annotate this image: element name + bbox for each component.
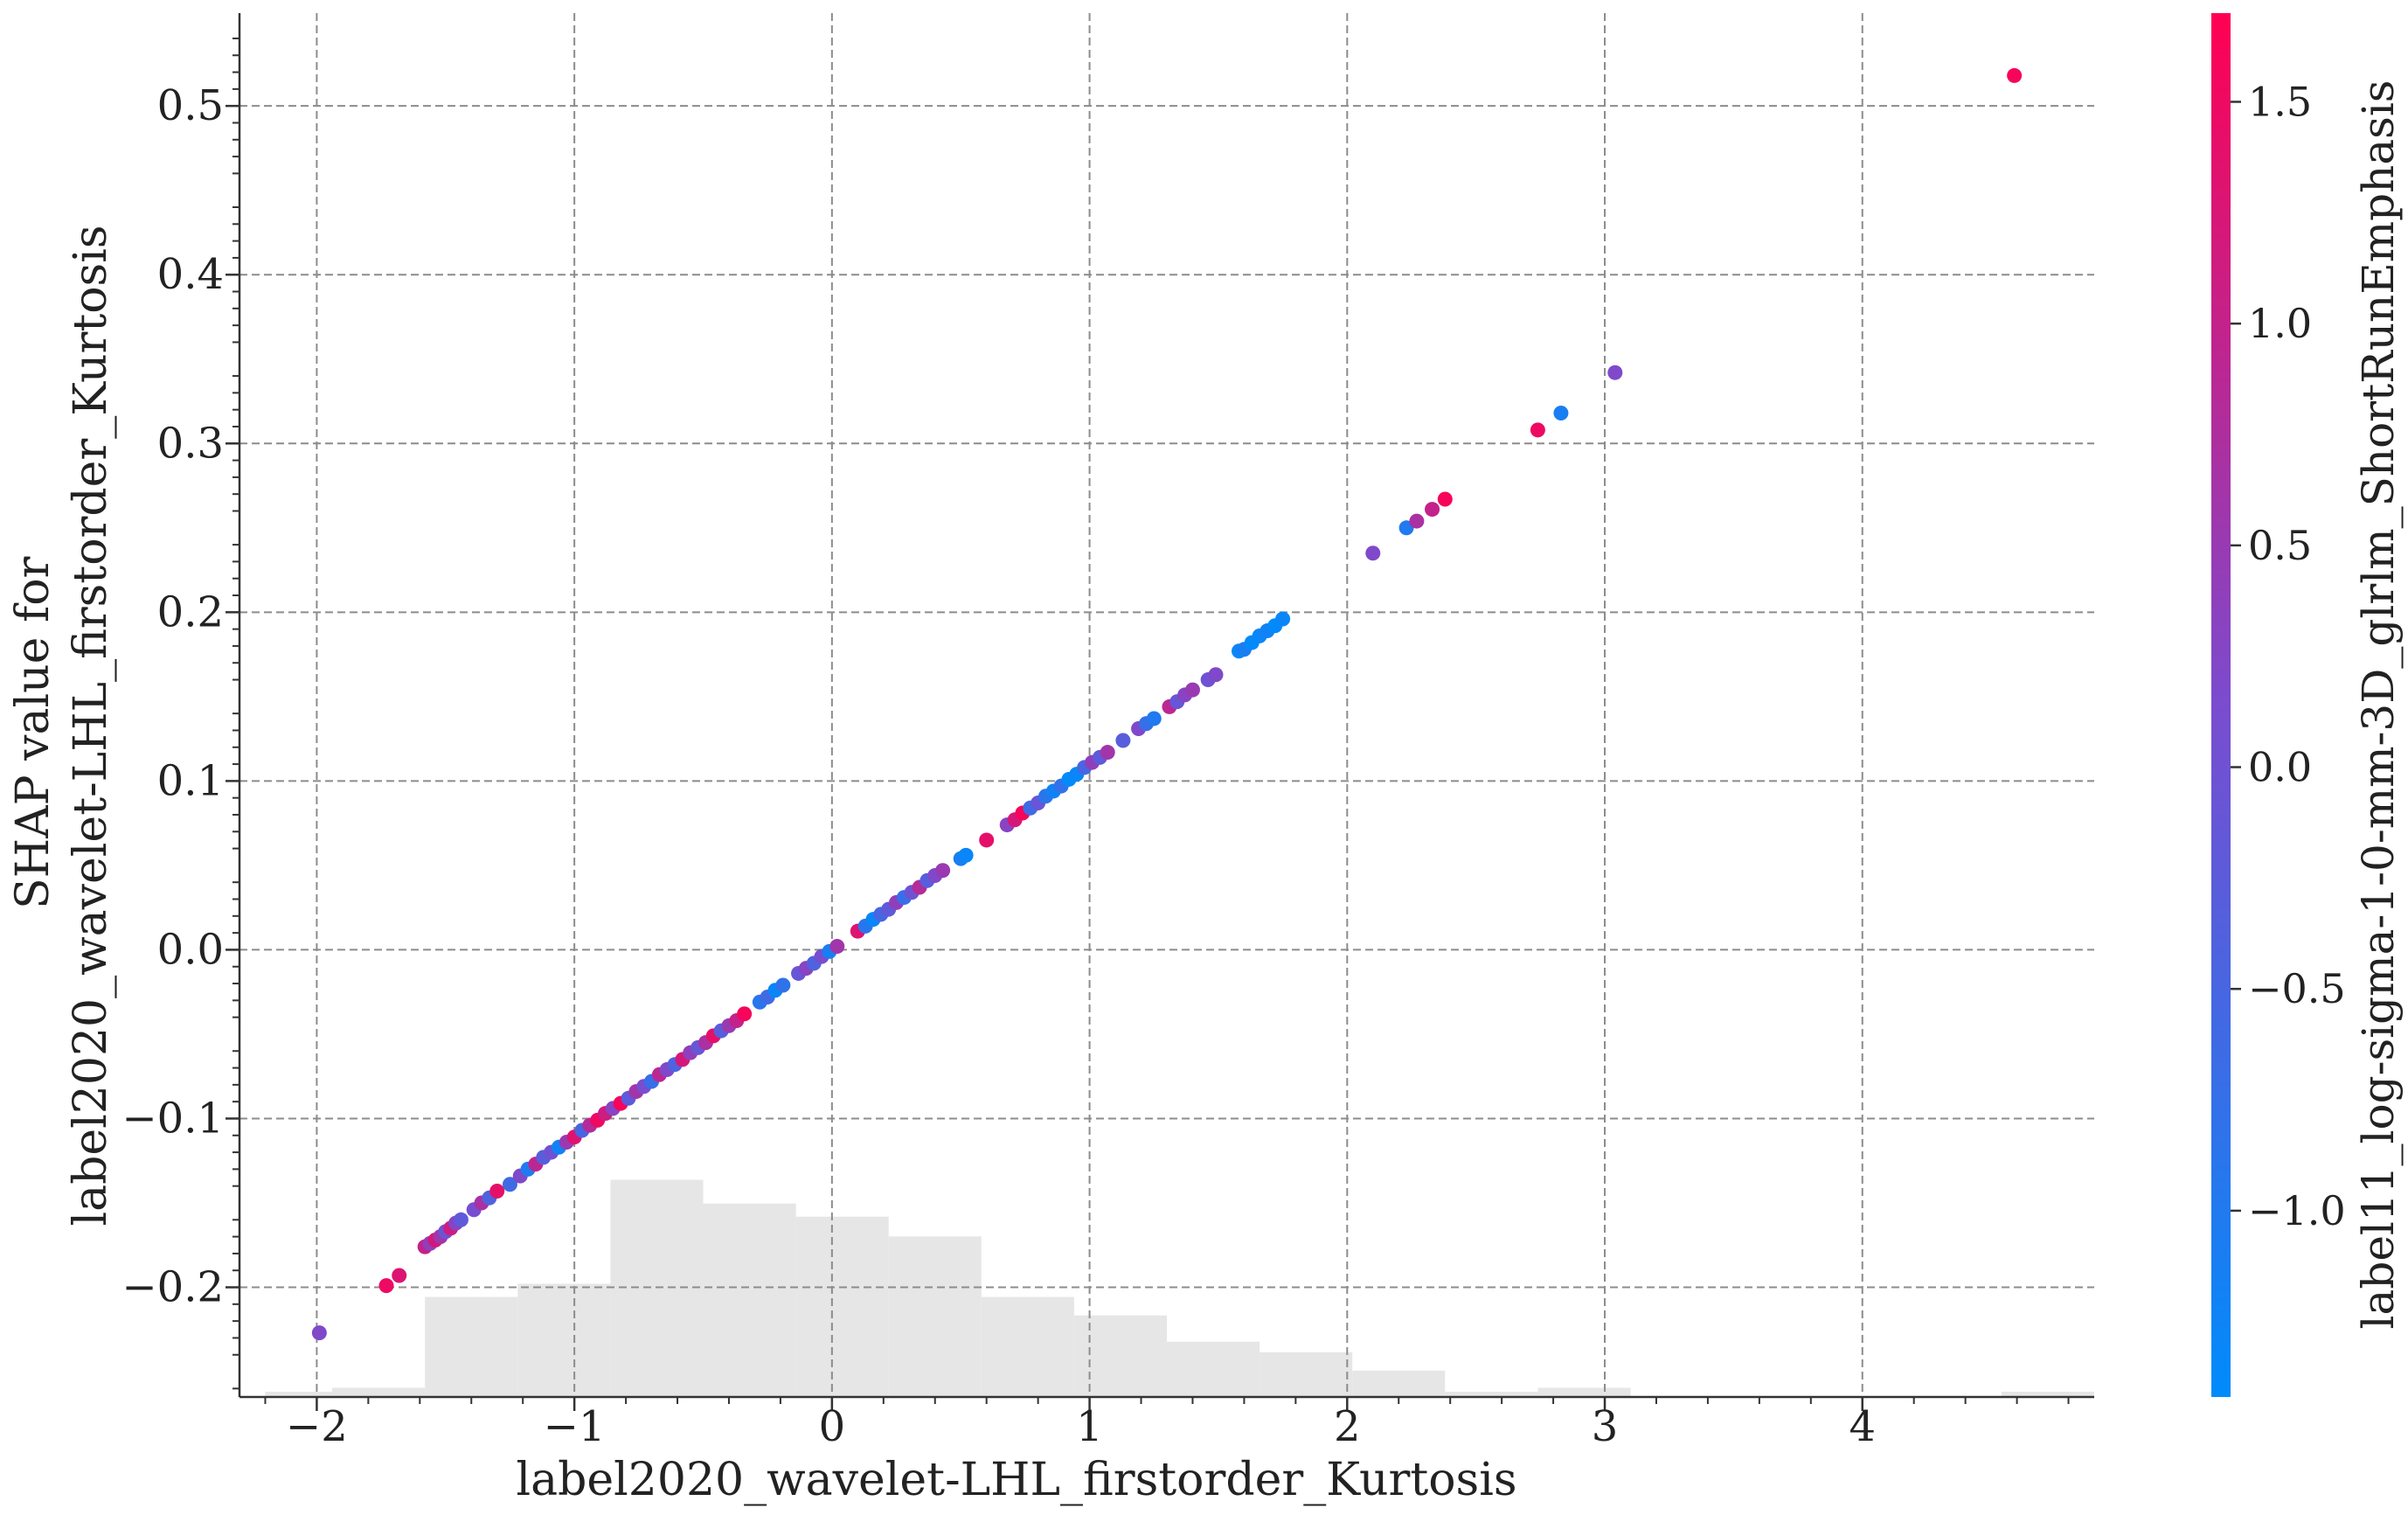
scatter-point [829, 939, 845, 955]
scatter-point [1275, 611, 1291, 627]
x-tick-label: 0 [819, 1402, 846, 1451]
histogram-bar [795, 1216, 889, 1397]
axes [226, 13, 2094, 1411]
y-axis-label-line-2: label2020_wavelet-LHL_firstorder_Kurtosi… [65, 225, 117, 1226]
y-tick-label: 0.1 [157, 756, 224, 805]
scatter-point [392, 1268, 407, 1283]
y-tick-label: 0.2 [157, 587, 224, 636]
scatter-point [1553, 406, 1569, 421]
y-tick-label: 0.4 [157, 250, 224, 299]
x-tick-label: −1 [544, 1402, 606, 1451]
histogram-bar [1260, 1352, 1353, 1397]
colorbar-ticks: −1.0 −0.5 0.0 0.5 1.0 1.5 [2231, 78, 2346, 1234]
y-tick-label: −0.1 [121, 1094, 224, 1143]
scatter-point [737, 1006, 753, 1022]
scatter-point [979, 832, 995, 848]
y-tick-label: 0.5 [157, 81, 224, 130]
scatter-point [775, 977, 791, 993]
histogram-bar [981, 1296, 1074, 1397]
colorbar-tick-label: 0.5 [2248, 522, 2312, 569]
histogram-bar [332, 1387, 426, 1397]
colorbar-gradient [2211, 13, 2231, 1397]
colorbar-label: label11_log-sigma-1-0-mm-3D_glrlm_ShortR… [2353, 80, 2404, 1330]
histogram-bar [425, 1296, 518, 1397]
scatter-point [1607, 365, 1623, 380]
x-axis-label: label2020_wavelet-LHL_firstorder_Kurtosi… [516, 1454, 1516, 1506]
scatter-point [502, 1177, 517, 1192]
scatter-point [1115, 733, 1131, 748]
histogram-bar [888, 1236, 982, 1397]
colorbar-tick-label: 1.0 [2248, 300, 2312, 347]
histogram-bar [610, 1179, 704, 1397]
colorbar: −1.0 −0.5 0.0 0.5 1.0 1.5 label11_log-sigma-1… [2211, 13, 2404, 1397]
y-tick-label: 0.0 [157, 925, 224, 974]
histogram-bar [1445, 1391, 1538, 1397]
histogram [265, 1179, 2094, 1397]
histogram-bar [1537, 1387, 1631, 1397]
y-tick-labels: −0.2 −0.1 0.0 0.1 0.2 0.3 0.4 0.5 [121, 81, 224, 1311]
histogram-bar [703, 1203, 796, 1397]
y-axis-label: SHAP value for label2020_wavelet-LHL_fir… [7, 225, 117, 1226]
scatter-point [1100, 745, 1115, 761]
y-tick-label: −0.2 [121, 1263, 224, 1312]
y-tick-label: 0.3 [157, 419, 224, 468]
scatter-point [2007, 67, 2023, 83]
scatter-point [489, 1183, 505, 1199]
histogram-bar [2001, 1391, 2094, 1397]
colorbar-tick-label: 0.0 [2248, 744, 2312, 791]
x-tick-labels: −2 −1 0 1 2 3 4 [286, 1402, 1876, 1451]
scatter-point [378, 1278, 394, 1294]
scatter-point [311, 1325, 327, 1341]
histogram-bar [1352, 1370, 1446, 1397]
scatter-point [1530, 422, 1545, 438]
histogram-bar [1167, 1341, 1260, 1397]
grid [239, 13, 2094, 1397]
scatter-point [1425, 502, 1440, 518]
scatter-point [1437, 491, 1453, 507]
colorbar-tick-label: −1.0 [2248, 1187, 2346, 1234]
x-tick-label: −2 [286, 1402, 348, 1451]
scatter-point [1208, 667, 1224, 683]
histogram-bar [1073, 1315, 1167, 1397]
scatter-point [1409, 513, 1425, 529]
histogram-bar [265, 1391, 333, 1397]
scatter-point [453, 1212, 468, 1227]
scatter-point [935, 863, 951, 879]
x-tick-label: 3 [1592, 1402, 1619, 1451]
x-tick-label: 1 [1076, 1402, 1103, 1451]
x-tick-label: 2 [1334, 1402, 1361, 1451]
scatter-point [1184, 682, 1200, 698]
scatter-point [1146, 711, 1162, 726]
colorbar-tick-label: −0.5 [2248, 965, 2346, 1012]
y-axis-label-line-1: SHAP value for [7, 557, 59, 909]
colorbar-tick-label: 1.5 [2248, 78, 2312, 125]
scatter-point [958, 847, 974, 863]
scatter-point [1365, 546, 1381, 561]
x-tick-label: 4 [1849, 1402, 1876, 1451]
histogram-bar [517, 1283, 611, 1397]
scatter-points [311, 67, 2023, 1341]
